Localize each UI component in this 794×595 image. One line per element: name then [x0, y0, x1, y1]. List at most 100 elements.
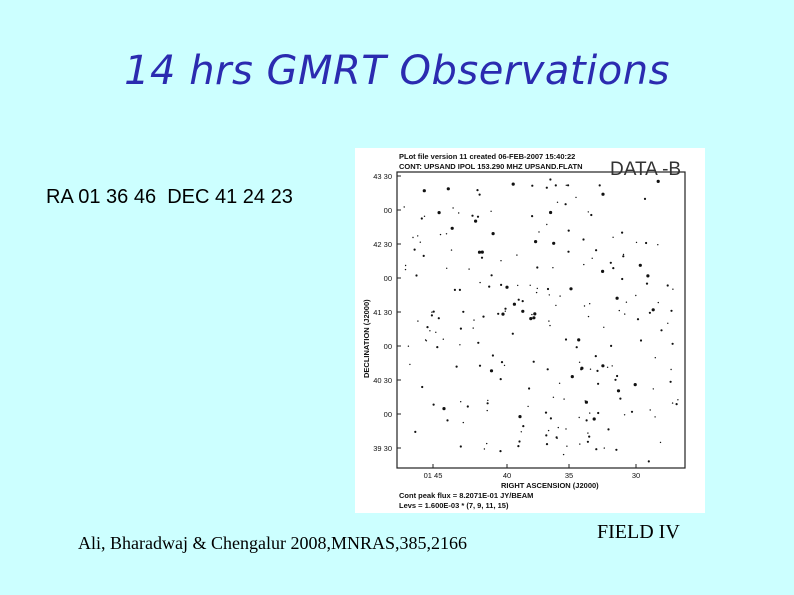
source-dot — [446, 187, 450, 191]
source-dot — [404, 268, 407, 271]
source-dot — [601, 269, 605, 273]
source-dot — [517, 445, 520, 448]
source-dot — [657, 301, 659, 304]
source-dot — [488, 285, 491, 288]
source-dot — [671, 342, 674, 345]
source-dot — [607, 428, 610, 431]
field-label: FIELD IV — [597, 521, 680, 543]
source-dot — [590, 213, 593, 217]
source-dot — [647, 460, 650, 463]
source-dot — [445, 233, 448, 235]
source-dot — [630, 410, 634, 413]
source-dot — [482, 315, 485, 318]
source-dot — [442, 407, 446, 411]
source-dot — [656, 179, 660, 183]
source-dot — [459, 327, 462, 330]
source-dots — [403, 178, 679, 463]
source-dot — [583, 305, 586, 307]
source-dot — [477, 341, 480, 344]
source-dot — [450, 249, 453, 251]
source-dot — [654, 416, 656, 418]
source-dot — [520, 431, 522, 433]
plot-header-line1: PLot file version 11 created 06-FEB-2007… — [399, 152, 575, 161]
source-dot — [595, 249, 598, 252]
source-dot — [413, 248, 416, 251]
source-dot — [466, 405, 469, 408]
source-dot — [657, 244, 659, 246]
y-tick-label: 42 30 — [373, 240, 392, 249]
source-dot — [636, 318, 640, 321]
source-dot — [546, 223, 548, 226]
source-dot — [531, 184, 534, 187]
source-dot — [677, 399, 679, 401]
source-dot — [582, 238, 585, 241]
plot-footer-line1: Cont peak flux = 8.2071E-01 JY/BEAM — [399, 491, 533, 500]
source-dot — [479, 281, 481, 284]
x-axis-label: RIGHT ASCENSION (J2000) — [501, 481, 599, 490]
source-dot — [490, 274, 493, 277]
source-dot — [426, 326, 429, 329]
citation: Ali, Bharadwaj & Chengalur 2008,MNRAS,38… — [78, 533, 467, 553]
source-dot — [432, 310, 435, 313]
source-dot — [536, 287, 538, 290]
source-dot — [478, 364, 482, 367]
source-dot — [460, 401, 462, 403]
source-dot — [648, 311, 651, 314]
source-dot — [521, 309, 525, 313]
source-dot — [615, 296, 619, 300]
source-dot — [455, 365, 458, 368]
source-dot — [490, 210, 492, 212]
source-dot — [624, 313, 626, 315]
source-dot — [544, 411, 548, 414]
source-dot — [504, 310, 506, 312]
source-dot — [417, 235, 419, 237]
source-dot — [517, 298, 520, 301]
source-dot — [549, 417, 552, 420]
source-dot — [591, 257, 593, 259]
source-dot — [622, 253, 625, 256]
source-dot — [552, 267, 554, 269]
source-dot — [594, 355, 597, 358]
source-dot — [409, 363, 411, 366]
source-dot — [667, 322, 669, 324]
x-tick-label: 40 — [503, 471, 511, 480]
source-dot — [566, 445, 568, 447]
source-dot — [459, 445, 462, 448]
source-dot — [584, 400, 586, 402]
source-dot — [578, 361, 581, 363]
source-dot — [549, 210, 553, 215]
source-dot — [504, 307, 507, 310]
source-dot — [511, 182, 515, 186]
source-dot — [569, 287, 573, 291]
source-dot — [532, 360, 535, 363]
source-dot — [535, 291, 538, 294]
source-dot — [546, 368, 549, 371]
source-dot — [452, 207, 454, 209]
source-dot — [462, 421, 464, 424]
source-dot — [565, 184, 567, 186]
source-dot — [486, 402, 489, 405]
source-dot — [595, 448, 598, 451]
source-dot — [422, 189, 426, 193]
source-dot — [672, 288, 674, 290]
x-tick-labels: 01 45 40 35 30 — [424, 464, 640, 480]
source-dot — [589, 368, 592, 370]
radio-contour-map: PLot file version 11 created 06-FEB-2007… — [355, 148, 705, 513]
source-dot — [643, 197, 647, 200]
source-dot — [511, 332, 514, 335]
source-dot — [596, 369, 599, 372]
source-dot — [601, 364, 605, 368]
source-dot — [586, 440, 589, 443]
source-dot — [431, 311, 433, 313]
source-dot — [442, 338, 444, 340]
source-dot — [450, 226, 454, 230]
source-dot — [559, 295, 561, 297]
source-dot — [549, 178, 552, 181]
source-dot — [474, 219, 478, 223]
source-dot — [518, 440, 521, 443]
source-dot — [671, 402, 674, 404]
source-dot — [439, 233, 442, 236]
source-dot — [458, 288, 461, 291]
source-dot — [500, 260, 502, 262]
source-dot — [486, 442, 488, 445]
